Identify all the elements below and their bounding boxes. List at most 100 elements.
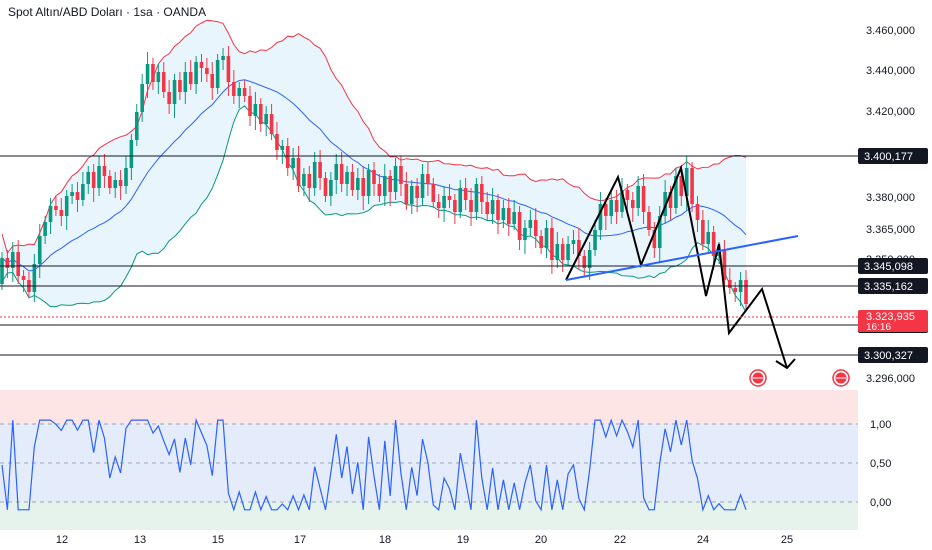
time-tick: 17 — [294, 534, 306, 546]
candle-body — [577, 240, 581, 256]
candle-body — [388, 176, 392, 192]
candle-body — [620, 190, 624, 212]
candle-body — [285, 146, 290, 168]
time-tick: 20 — [535, 534, 547, 546]
candle-body — [458, 188, 463, 212]
time-tick: 15 — [212, 534, 224, 546]
candle-body — [86, 172, 91, 184]
candle-body — [393, 166, 398, 192]
current-price-label: 3.323,935 — [866, 311, 915, 323]
time-tick: 13 — [134, 534, 146, 546]
candle-body — [409, 186, 414, 204]
candle-body — [210, 74, 215, 88]
candle-body — [232, 82, 236, 96]
candle-body — [469, 200, 473, 212]
time-tick: 19 — [457, 534, 469, 546]
level-badge — [858, 278, 928, 294]
candle-body — [614, 200, 619, 212]
level-badge — [858, 258, 928, 274]
candle-body — [474, 184, 479, 212]
chart-title: Spot Altın/ABD Doları · 1sa · OANDA — [8, 5, 207, 19]
candle-body — [323, 178, 328, 196]
candle-body — [48, 206, 53, 222]
candle-body — [657, 216, 662, 248]
candle-body — [652, 230, 657, 248]
us-flag-icon[interactable] — [749, 369, 767, 387]
candle-body — [329, 180, 333, 196]
candle-body — [382, 176, 387, 196]
candle-body — [275, 134, 279, 150]
candle-body — [339, 164, 344, 184]
candle-body — [560, 244, 565, 260]
candle-body — [361, 178, 366, 196]
candle-body — [431, 184, 436, 202]
time-tick: 18 — [379, 534, 391, 546]
candle-body — [312, 162, 317, 188]
candle-body — [167, 92, 171, 104]
candle-body — [124, 168, 128, 186]
candle-body — [129, 140, 134, 168]
candle-body — [161, 72, 166, 92]
pattern-m-shape[interactable] — [565, 164, 788, 369]
candle-body — [517, 212, 522, 240]
time-tick: 24 — [697, 534, 709, 546]
candle-body — [145, 64, 150, 84]
price-tick: 3.296,000 — [866, 373, 915, 385]
candle-body — [188, 72, 193, 84]
level-label: 3.300,327 — [864, 350, 913, 362]
candle-body — [722, 250, 727, 280]
bollinger-lower — [1, 105, 747, 313]
candle-body — [307, 174, 312, 188]
candle-body — [356, 178, 360, 190]
candle-body — [10, 252, 15, 268]
candle-body — [350, 172, 355, 190]
candle-body — [221, 56, 225, 60]
time-tick: 22 — [614, 534, 626, 546]
candle-body — [253, 104, 258, 116]
time-axis[interactable]: 12 13 15 17 18 19 20 22 24 25 — [56, 534, 793, 546]
level-label: 3.400,177 — [864, 151, 913, 163]
candle-body — [528, 220, 533, 228]
neckline-trendline[interactable] — [565, 235, 799, 281]
price-tick: 3.460,000 — [866, 25, 915, 37]
candle-body — [334, 164, 339, 180]
candle-body — [75, 192, 80, 200]
oscillator-axis: 1,00 0,50 0,00 — [870, 419, 891, 509]
candle-body — [512, 212, 516, 224]
candle-body — [248, 96, 252, 116]
candle-body — [81, 184, 85, 200]
candle-body — [582, 256, 587, 268]
candle-body — [5, 258, 10, 268]
candle-body — [54, 206, 58, 210]
candle-body — [604, 204, 608, 216]
candle-body — [199, 62, 204, 68]
candle-body — [420, 174, 425, 198]
candle-body — [302, 174, 306, 186]
candle-body — [215, 60, 220, 88]
candle-body — [625, 190, 630, 200]
candle-body — [345, 172, 349, 184]
candlestick-series — [0, 46, 748, 312]
candle-body — [490, 200, 495, 214]
candle-body — [140, 84, 144, 112]
level-label: 3.335,162 — [864, 281, 913, 293]
candle-body — [447, 196, 452, 200]
candle-body — [118, 180, 123, 186]
candle-body — [706, 232, 711, 244]
level-badge — [858, 148, 928, 164]
us-flag-icon[interactable] — [832, 369, 850, 387]
horizontal-levels[interactable] — [0, 155, 858, 356]
candle-body — [280, 146, 285, 150]
candle-body — [636, 186, 640, 208]
candle-body — [242, 88, 247, 96]
candle-body — [506, 208, 511, 224]
candle-body — [205, 68, 209, 74]
osc-tick-050: 0,50 — [870, 458, 891, 470]
osc-tick-0: 0,00 — [870, 497, 891, 509]
oscillator-pane — [0, 390, 858, 530]
price-tick: 3.380,000 — [866, 192, 915, 204]
candle-body — [372, 170, 376, 184]
price-tick: 3.420,000 — [866, 106, 915, 118]
candle-body — [64, 196, 69, 216]
